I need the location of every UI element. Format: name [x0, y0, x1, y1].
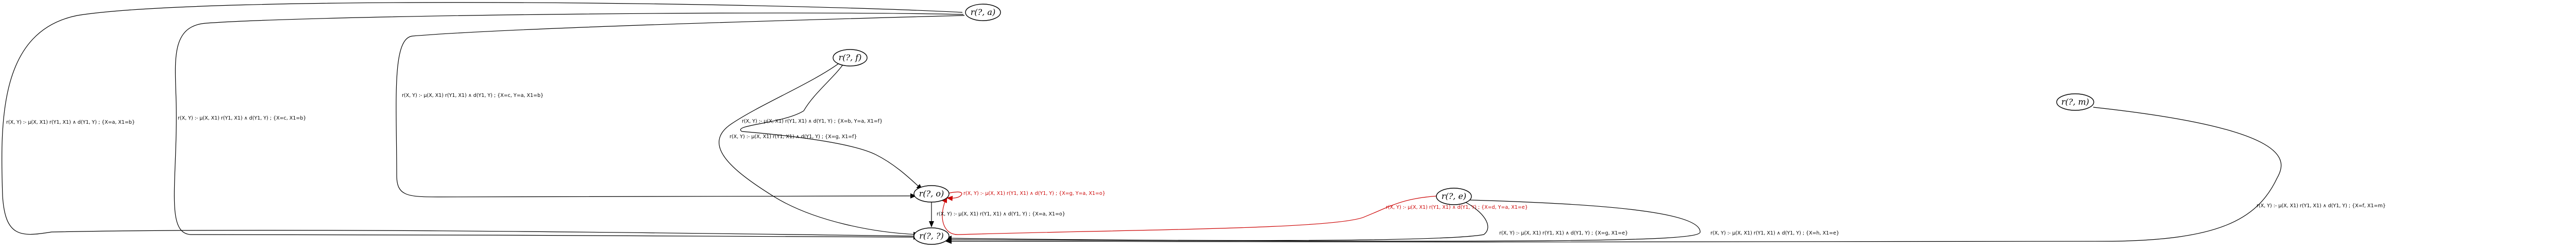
edge-label-o-o: r(X, Y) :- μ(X, X1) r(Y1, X1) ∧ d(Y1, Y)…	[963, 191, 1106, 196]
edge-m-t[interactable]	[945, 107, 2282, 244]
node-a[interactable]: r(?, a)	[965, 4, 1001, 21]
edge-label-e-o: r(X, Y) :- μ(X, X1) r(Y1, X1) ∧ d(Y1, Y)…	[1386, 205, 1528, 210]
edge-label-e-t-1: r(X, Y) :- μ(X, X1) r(Y1, X1) ∧ d(Y1, Y)…	[1499, 230, 1628, 236]
node-e-label: r(?, e)	[1442, 191, 1466, 201]
edge-f-o[interactable]	[740, 61, 923, 190]
edge-f-t[interactable]	[719, 60, 920, 237]
nodes: r(?, a) r(?, f) r(?, m) r(?, e) r(?, o) …	[833, 4, 2094, 245]
edge-label-m-t: r(X, Y) :- μ(X, X1) r(Y1, X1) ∧ d(Y1, Y)…	[2257, 203, 2386, 209]
node-o-label: r(?, o)	[919, 189, 944, 198]
edge-a-t-1[interactable]	[2, 2, 963, 239]
node-t[interactable]: r(?, ?)	[913, 227, 950, 245]
node-e-shape	[1436, 188, 1472, 205]
edges	[2, 2, 2282, 244]
node-f[interactable]: r(?, f)	[833, 49, 868, 67]
node-m-label: r(?, m)	[2061, 97, 2089, 107]
node-o-shape	[913, 185, 950, 203]
edge-e-t-1[interactable]	[945, 201, 1488, 241]
edge-label-f-o: r(X, Y) :- μ(X, X1) r(Y1, X1) ∧ d(Y1, Y)…	[742, 119, 883, 124]
edge-a-o[interactable]	[396, 15, 965, 199]
edge-label-o-t: r(X, Y) :- μ(X, X1) r(Y1, X1) ∧ d(Y1, Y)…	[937, 211, 1065, 217]
edge-label-e-t-2: r(X, Y) :- μ(X, X1) r(Y1, X1) ∧ d(Y1, Y)…	[1710, 230, 1839, 236]
node-t-label: r(?, ?)	[919, 231, 943, 241]
node-e[interactable]: r(?, e)	[1436, 188, 1472, 205]
node-t-shape	[913, 227, 950, 245]
edge-label-a-t-1: r(X, Y) :- μ(X, X1) r(Y1, X1) ∧ d(Y1, Y)…	[6, 120, 135, 125]
node-a-label: r(?, a)	[971, 7, 995, 17]
node-o[interactable]: r(?, o)	[913, 185, 950, 203]
node-m[interactable]: r(?, m)	[2056, 93, 2094, 111]
edge-labels: r(X, Y) :- μ(X, X1) r(Y1, X1) ∧ d(Y1, Y)…	[6, 93, 2386, 236]
node-a-shape	[965, 4, 1001, 21]
edge-e-t-2[interactable]	[945, 200, 1701, 243]
edge-label-f-t: r(X, Y) :- μ(X, X1) r(Y1, X1) ∧ d(Y1, Y)…	[730, 134, 857, 140]
edge-e-o[interactable]	[942, 195, 1439, 235]
node-m-shape	[2056, 93, 2094, 111]
node-f-shape	[833, 49, 868, 67]
edge-a-t-2[interactable]	[174, 12, 964, 240]
edge-o-o[interactable]	[945, 191, 962, 201]
node-f-label: r(?, f)	[839, 53, 862, 62]
edge-label-a-t-2: r(X, Y) :- μ(X, X1) r(Y1, X1) ∧ d(Y1, Y)…	[178, 115, 306, 121]
edge-label-a-o: r(X, Y) :- μ(X, X1) r(Y1, X1) ∧ d(Y1, Y)…	[402, 93, 544, 98]
